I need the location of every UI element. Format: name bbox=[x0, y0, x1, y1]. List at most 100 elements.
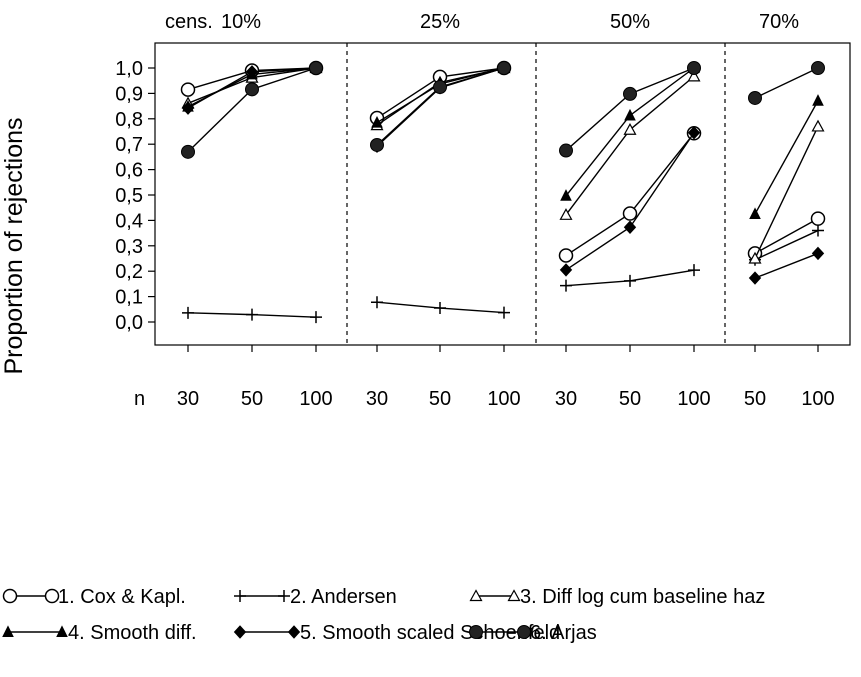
y-tick-label: 0,2 bbox=[115, 261, 143, 283]
marker-plus bbox=[278, 590, 290, 602]
legend-label: 5. Smooth scaled Schoenfeld bbox=[300, 622, 560, 644]
series-line bbox=[754, 67, 819, 99]
marker-filled-diamond bbox=[287, 625, 301, 639]
series-plus bbox=[182, 224, 824, 324]
x-tick-label: 100 bbox=[299, 388, 332, 410]
marker-filled-circle bbox=[497, 61, 511, 75]
y-tick-label: 0,1 bbox=[115, 287, 143, 309]
legend-item: 4. Smooth diff. bbox=[2, 622, 197, 644]
marker-open-circle bbox=[2, 588, 18, 604]
panel-dividers bbox=[346, 43, 726, 345]
y-axis: 0,0 0,1 0,2 0,3 0,4 0,5 0,6 0,7 0,8 0,9 1,0 bbox=[115, 58, 155, 334]
legend: 1. Cox & Kapl. 2. Andersen 3. Diff log cum… bbox=[2, 586, 765, 644]
series-line bbox=[754, 229, 819, 261]
series-line bbox=[754, 218, 819, 255]
legend-label: 2. Andersen bbox=[290, 586, 397, 608]
y-tick-label: 0,4 bbox=[115, 210, 143, 232]
y-tick-label: 0,5 bbox=[115, 185, 143, 207]
marker-open-circle bbox=[810, 211, 826, 226]
marker-open-triangle bbox=[469, 589, 483, 602]
y-tick-label: 0,9 bbox=[115, 83, 143, 105]
marker-open-triangle bbox=[623, 122, 637, 135]
censoring-label: 10% bbox=[221, 11, 261, 33]
marker-filled-circle bbox=[748, 90, 762, 105]
series-filled-triangle bbox=[182, 61, 824, 220]
censoring-labels: cens. 10% 25% 50% 70% bbox=[165, 11, 799, 33]
marker-plus bbox=[434, 302, 446, 315]
marker-filled-diamond bbox=[623, 220, 637, 234]
marker-open-circle bbox=[180, 82, 196, 97]
marker-filled-diamond bbox=[233, 625, 247, 639]
marker-plus bbox=[624, 274, 636, 287]
marker-filled-circle bbox=[559, 143, 573, 158]
series-filled-circle bbox=[181, 61, 825, 159]
censoring-axis-label: cens. bbox=[165, 11, 213, 33]
marker-filled-diamond bbox=[748, 271, 762, 285]
marker-open-circle bbox=[558, 248, 574, 263]
series-layer bbox=[180, 60, 826, 324]
y-tick-label: 1,0 bbox=[115, 58, 143, 80]
marker-filled-diamond bbox=[559, 263, 573, 277]
marker-filled-triangle bbox=[2, 625, 14, 637]
marker-filled-circle bbox=[245, 82, 259, 97]
legend-label: 3. Diff log cum baseline haz bbox=[520, 586, 765, 608]
series-line bbox=[754, 126, 819, 259]
marker-open-triangle bbox=[748, 251, 762, 264]
y-tick-label: 0,3 bbox=[115, 236, 143, 258]
marker-plus bbox=[812, 224, 824, 237]
legend-item: 2. Andersen bbox=[234, 586, 397, 608]
x-tick-label: 100 bbox=[801, 388, 834, 410]
marker-open-triangle bbox=[687, 69, 701, 82]
marker-filled-circle bbox=[370, 137, 384, 152]
marker-plus bbox=[234, 590, 246, 602]
marker-plus bbox=[371, 296, 383, 309]
legend-item: 6. Arjas bbox=[469, 622, 597, 644]
y-tick-label: 0,6 bbox=[115, 160, 143, 182]
marker-open-triangle bbox=[507, 589, 521, 602]
plot-frame bbox=[154, 42, 851, 346]
marker-open-triangle bbox=[811, 119, 825, 132]
marker-filled-triangle bbox=[560, 189, 572, 201]
legend-label: 1. Cox & Kapl. bbox=[58, 586, 186, 608]
series-line bbox=[565, 132, 695, 271]
y-tick-label: 0,0 bbox=[115, 312, 143, 334]
marker-filled-circle bbox=[433, 80, 447, 95]
x-tick-label: 100 bbox=[487, 388, 520, 410]
x-tick-label: 30 bbox=[555, 388, 577, 410]
marker-filled-circle bbox=[687, 61, 701, 75]
marker-filled-triangle bbox=[812, 94, 824, 106]
marker-plus bbox=[560, 279, 572, 292]
x-tick-label: 30 bbox=[177, 388, 199, 410]
marker-filled-triangle bbox=[371, 115, 383, 128]
marker-filled-triangle bbox=[749, 207, 761, 220]
y-tick-label: 0,7 bbox=[115, 134, 143, 156]
marker-open-triangle bbox=[559, 208, 573, 220]
marker-filled-circle bbox=[309, 61, 323, 75]
marker-filled-diamond bbox=[245, 65, 259, 79]
series-open-triangle bbox=[181, 61, 825, 264]
series-open-circle bbox=[180, 60, 826, 263]
marker-filled-diamond bbox=[181, 101, 195, 115]
marker-open-circle bbox=[622, 206, 638, 221]
series-line bbox=[754, 100, 819, 215]
series-filled-diamond bbox=[181, 61, 825, 285]
marker-filled-circle bbox=[181, 144, 195, 159]
x-tick-label: 100 bbox=[677, 388, 710, 410]
marker-plus bbox=[498, 306, 510, 319]
y-axis-label: Proportion of rejections bbox=[0, 117, 28, 374]
legend-item: 1. Cox & Kapl. bbox=[2, 586, 186, 608]
marker-filled-triangle bbox=[56, 625, 68, 637]
marker-filled-diamond bbox=[687, 126, 701, 140]
x-tick-label: 30 bbox=[366, 388, 388, 410]
marker-filled-diamond bbox=[811, 246, 825, 261]
marker-filled-circle bbox=[469, 625, 483, 639]
series-line bbox=[565, 132, 695, 257]
x-tick-label: 50 bbox=[429, 388, 451, 410]
x-tick-label: 50 bbox=[241, 388, 263, 410]
x-tick-label: 50 bbox=[744, 388, 766, 410]
marker-filled-triangle bbox=[624, 108, 636, 121]
marker-filled-circle bbox=[623, 86, 637, 101]
censoring-label: 50% bbox=[610, 11, 650, 33]
x-axis: n 30 50 100 30 50 100 30 50 100 50 100 bbox=[134, 345, 835, 410]
